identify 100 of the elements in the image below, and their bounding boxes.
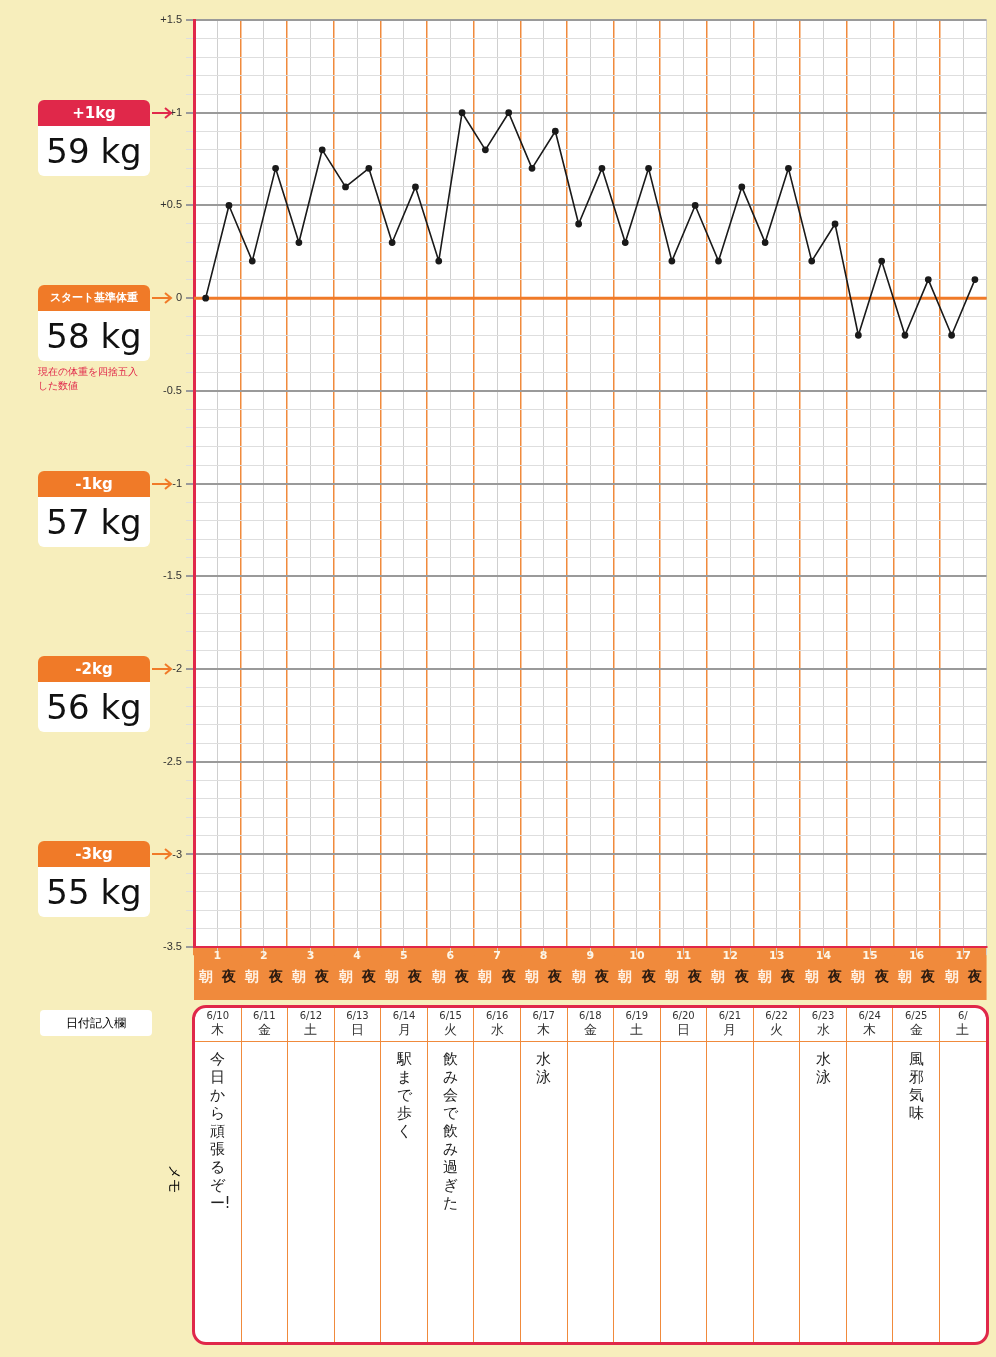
x-tick-label: 朝: [477, 968, 493, 985]
text: 火: [427, 1021, 474, 1042]
y-tick-label: +1: [169, 105, 182, 118]
text: 6/16: [485, 1010, 509, 1021]
x-tick-label: 朝: [803, 968, 819, 985]
x-tick-label: 夜: [873, 968, 890, 985]
x-tick-label: 朝: [384, 968, 400, 985]
text: 木: [520, 1021, 567, 1042]
y-tick-label: -1.5: [163, 569, 182, 582]
text: 火: [753, 1021, 800, 1042]
x-tick-label: 朝: [710, 968, 726, 985]
x-tick-label: 夜: [687, 968, 704, 985]
text: -1kg: [38, 470, 150, 497]
text: 6/18: [579, 1010, 602, 1021]
x-tick-label: 夜: [220, 968, 237, 985]
text: 16: [908, 949, 925, 963]
y-tick-label: -1: [172, 476, 182, 489]
text: 金: [893, 1021, 939, 1042]
x-tick-label: 朝: [850, 968, 866, 985]
y-tick-label: -3.5: [163, 940, 182, 953]
x-tick-label: 朝: [896, 968, 912, 985]
text: 日: [334, 1021, 381, 1042]
x-tick-label: 朝: [663, 968, 679, 985]
text: 6/19: [625, 1010, 649, 1021]
text: 12: [722, 949, 738, 963]
y-tick-label: -3: [172, 847, 182, 860]
x-tick-label: 朝: [337, 968, 353, 985]
x-tick-label: 夜: [920, 968, 937, 985]
text: 13: [769, 949, 785, 963]
text: メモ: [166, 1165, 183, 1193]
x-tick-label: 夜: [733, 968, 750, 985]
text: 6/15: [439, 1010, 462, 1021]
x-tick-label: 朝: [290, 968, 306, 985]
x-tick-label: 夜: [407, 968, 424, 985]
text: 駅まで歩く: [395, 1050, 413, 1140]
text: 6/: [957, 1010, 968, 1021]
x-tick-label: 夜: [827, 968, 844, 985]
text: 3: [306, 949, 315, 963]
x-tick-label: 夜: [547, 968, 564, 985]
y-tick-label: +1.5: [160, 13, 182, 26]
text: 6/13: [346, 1010, 369, 1021]
x-tick-label: 朝: [617, 968, 633, 985]
text: 6/17: [532, 1010, 555, 1021]
text: 日付記入欄: [40, 1010, 152, 1036]
text: -2kg: [38, 656, 150, 683]
text: 水泳: [814, 1050, 832, 1086]
text: 6/11: [253, 1010, 276, 1021]
text: 9: [586, 949, 595, 963]
text: 58 kg: [38, 311, 150, 362]
text: +1kg: [38, 99, 150, 126]
x-tick-label: 夜: [966, 968, 983, 985]
text: 木: [195, 1021, 241, 1042]
text: 6/10: [206, 1010, 230, 1021]
text: 7: [493, 949, 501, 963]
text: 57 kg: [38, 496, 150, 547]
text: 14: [815, 949, 832, 963]
text: 2: [260, 949, 268, 963]
text: 55 kg: [38, 867, 150, 918]
text: 6: [446, 949, 455, 963]
text: 6/12: [299, 1010, 323, 1021]
y-tick-label: +0.5: [160, 198, 182, 211]
x-tick-label: 夜: [640, 968, 657, 985]
x-tick-label: 朝: [757, 968, 773, 985]
text: 10: [629, 949, 645, 963]
text: 11: [675, 949, 692, 963]
text: 17: [955, 949, 971, 963]
text: 8: [539, 949, 548, 963]
text: 土: [288, 1021, 334, 1042]
x-tick-label: 夜: [360, 968, 377, 985]
text: 土: [614, 1021, 660, 1042]
text: 金: [241, 1021, 288, 1042]
text: 1: [213, 949, 222, 963]
text: 飲み会で飲み過ぎた: [443, 1050, 459, 1212]
text: 日: [660, 1021, 707, 1042]
text: 6/14: [392, 1010, 416, 1021]
text: スタート基準体重: [38, 285, 150, 312]
text: 風邪気味: [907, 1050, 925, 1122]
text: 木: [846, 1021, 893, 1042]
text: 現在の体重を四捨五入した数値: [38, 365, 138, 394]
text: 5: [399, 949, 408, 963]
text: 金: [567, 1021, 614, 1042]
x-tick-label: 朝: [524, 968, 540, 985]
text: 月: [707, 1021, 753, 1042]
text: -3kg: [38, 841, 150, 868]
y-tick-label: -0.5: [163, 383, 182, 396]
x-tick-label: 朝: [430, 968, 446, 985]
x-tick-label: 朝: [197, 968, 213, 985]
text: 6/24: [858, 1010, 881, 1021]
x-tick-label: 朝: [943, 968, 959, 985]
x-tick-label: 夜: [780, 968, 797, 985]
text: 土: [940, 1021, 986, 1042]
text: 6/22: [765, 1010, 788, 1021]
text: 水: [800, 1021, 846, 1042]
y-tick-label: -2.5: [163, 754, 182, 767]
text: 6/25: [904, 1010, 928, 1021]
x-tick-label: 夜: [267, 968, 284, 985]
y-tick-label: -2: [172, 662, 182, 675]
x-tick-label: 夜: [593, 968, 610, 985]
text: 15: [862, 949, 878, 963]
x-tick-label: 夜: [314, 968, 331, 985]
